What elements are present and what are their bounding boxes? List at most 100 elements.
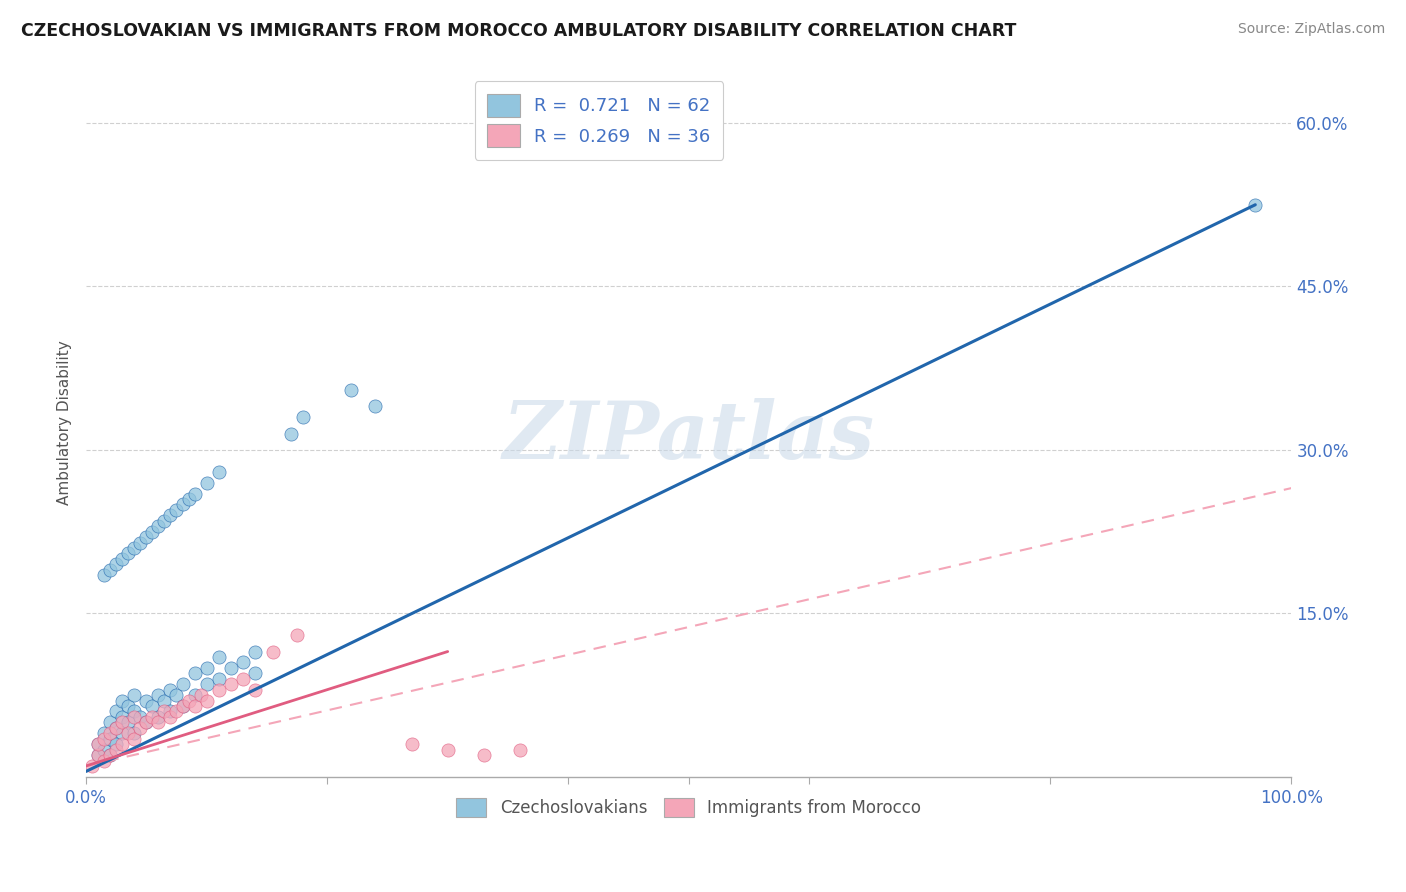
Point	[364, 400, 387, 414]
Point	[153, 514, 176, 528]
Point	[285, 628, 308, 642]
Point	[124, 705, 146, 719]
Point	[232, 656, 254, 670]
Point	[135, 715, 157, 730]
Point	[111, 726, 134, 740]
Point	[93, 726, 115, 740]
Point	[148, 688, 170, 702]
Point	[87, 737, 110, 751]
Point	[195, 661, 218, 675]
Point	[111, 552, 134, 566]
Point	[243, 682, 266, 697]
Text: Source: ZipAtlas.com: Source: ZipAtlas.com	[1237, 22, 1385, 37]
Point	[243, 644, 266, 658]
Point	[141, 710, 163, 724]
Point	[117, 699, 139, 714]
Point	[195, 693, 218, 707]
Point	[172, 699, 194, 714]
Point	[111, 693, 134, 707]
Point	[87, 747, 110, 762]
Y-axis label: Ambulatory Disability: Ambulatory Disability	[58, 341, 72, 505]
Point	[436, 742, 458, 756]
Point	[153, 693, 176, 707]
Point	[183, 699, 205, 714]
Point	[111, 710, 134, 724]
Point	[159, 710, 181, 724]
Point	[105, 721, 128, 735]
Point	[472, 747, 495, 762]
Point	[153, 705, 176, 719]
Point	[148, 715, 170, 730]
Point	[159, 705, 181, 719]
Point	[98, 715, 121, 730]
Point	[159, 508, 181, 523]
Point	[93, 754, 115, 768]
Point	[509, 742, 531, 756]
Point	[166, 688, 188, 702]
Point	[105, 742, 128, 756]
Point	[219, 661, 242, 675]
Point	[93, 742, 115, 756]
Point	[280, 426, 302, 441]
Point	[172, 699, 194, 714]
Point	[117, 726, 139, 740]
Point	[232, 672, 254, 686]
Point	[190, 688, 212, 702]
Point	[340, 383, 363, 397]
Point	[292, 410, 315, 425]
Point	[105, 737, 128, 751]
Point	[148, 519, 170, 533]
Point	[105, 705, 128, 719]
Point	[172, 677, 194, 691]
Point	[87, 747, 110, 762]
Point	[208, 465, 231, 479]
Point	[243, 666, 266, 681]
Point	[183, 666, 205, 681]
Point	[87, 737, 110, 751]
Point	[262, 644, 284, 658]
Point	[129, 710, 152, 724]
Point	[141, 524, 163, 539]
Point	[177, 491, 200, 506]
Point	[177, 693, 200, 707]
Point	[98, 747, 121, 762]
Point	[141, 699, 163, 714]
Point	[124, 710, 146, 724]
Point	[98, 726, 121, 740]
Point	[105, 721, 128, 735]
Point	[124, 688, 146, 702]
Text: ZIPatlas: ZIPatlas	[503, 398, 875, 475]
Point	[98, 563, 121, 577]
Point	[1244, 198, 1267, 212]
Point	[124, 731, 146, 746]
Point	[111, 715, 134, 730]
Point	[159, 682, 181, 697]
Point	[135, 715, 157, 730]
Point	[219, 677, 242, 691]
Point	[208, 650, 231, 665]
Text: CZECHOSLOVAKIAN VS IMMIGRANTS FROM MOROCCO AMBULATORY DISABILITY CORRELATION CHA: CZECHOSLOVAKIAN VS IMMIGRANTS FROM MOROC…	[21, 22, 1017, 40]
Point	[208, 682, 231, 697]
Point	[183, 688, 205, 702]
Point	[129, 721, 152, 735]
Point	[93, 568, 115, 582]
Legend: Czechoslovakians, Immigrants from Morocco: Czechoslovakians, Immigrants from Morocc…	[449, 789, 929, 825]
Point	[135, 530, 157, 544]
Point	[117, 546, 139, 560]
Point	[183, 486, 205, 500]
Point	[172, 497, 194, 511]
Point	[82, 759, 104, 773]
Point	[124, 726, 146, 740]
Point	[117, 715, 139, 730]
Point	[195, 677, 218, 691]
Point	[124, 541, 146, 555]
Point	[401, 737, 423, 751]
Point	[195, 475, 218, 490]
Point	[98, 747, 121, 762]
Point	[98, 731, 121, 746]
Point	[166, 705, 188, 719]
Point	[148, 710, 170, 724]
Point	[135, 693, 157, 707]
Point	[166, 503, 188, 517]
Point	[111, 737, 134, 751]
